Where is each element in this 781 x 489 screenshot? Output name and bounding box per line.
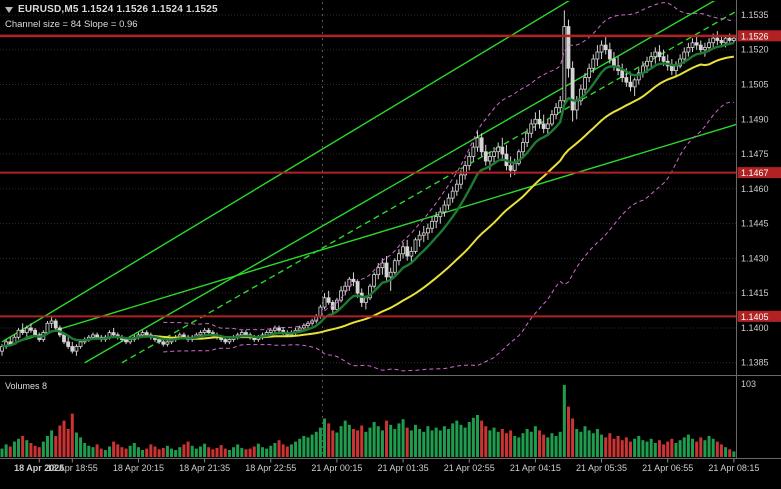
svg-text:1.1490: 1.1490 (741, 114, 769, 124)
volume-bars (0, 384, 736, 457)
symbol-menu-icon[interactable] (5, 6, 13, 13)
time-label: 21 Apr 05:35 (576, 463, 627, 473)
svg-text:1.1520: 1.1520 (741, 45, 769, 55)
time-label: 21 Apr 08:15 (708, 463, 759, 473)
chart-header: EURUSD,M5 1.1524 1.1526 1.1524 1.1525 Ch… (5, 4, 218, 30)
svg-text:1.1430: 1.1430 (741, 253, 769, 263)
time-label: 18 Apr 21:35 (179, 463, 230, 473)
svg-text:1.1400: 1.1400 (741, 323, 769, 333)
svg-text:1.1505: 1.1505 (741, 80, 769, 90)
svg-text:1.1385: 1.1385 (741, 358, 769, 368)
svg-text:1.1415: 1.1415 (741, 288, 769, 298)
volumes-label: Volumes 8 (5, 381, 47, 391)
time-label: 21 Apr 02:55 (444, 463, 495, 473)
svg-text:1.1535: 1.1535 (741, 10, 769, 20)
channel-line-upper (1, 1, 570, 343)
price-flag (737, 30, 781, 42)
price-flag (737, 167, 781, 179)
time-label: 18 Apr 18:55 (47, 463, 98, 473)
symbol-ohlc-title: EURUSD,M5 1.1524 1.1526 1.1524 1.1525 (18, 4, 218, 15)
price-grid (0, 14, 736, 364)
svg-text:1.1467: 1.1467 (741, 168, 769, 178)
time-label: 21 Apr 01:35 (378, 463, 429, 473)
time-label: 18 Apr 2025 (14, 463, 64, 473)
time-label: 18 Apr 22:55 (245, 463, 296, 473)
time-label: 21 Apr 04:15 (510, 463, 561, 473)
channel-line-lower (84, 1, 716, 364)
svg-text:1.1460: 1.1460 (741, 184, 769, 194)
bollinger-bands-lower (163, 101, 734, 372)
symbol-title-row: EURUSD,M5 1.1524 1.1526 1.1524 1.1525 (5, 4, 218, 15)
horizontal-level-lines (0, 34, 736, 318)
ma-slow-yellow (138, 55, 735, 340)
svg-text:1.1475: 1.1475 (741, 149, 769, 159)
time-label: 21 Apr 06:55 (642, 463, 693, 473)
price-axis: 1.1535 1.1520 1.1505 1.1490 1.1475 1.1460 1.14… (737, 10, 781, 368)
channel-info-label: Channel size = 84 Slope = 0.96 (5, 19, 138, 30)
price-flag (737, 310, 781, 322)
channel-line-flat (1, 123, 736, 348)
svg-text:1.1405: 1.1405 (741, 312, 769, 322)
svg-text:1.1445: 1.1445 (741, 219, 769, 229)
ma-fast-green (1, 41, 735, 348)
volume-scale-label: 103 (741, 379, 756, 389)
svg-text:1.1526: 1.1526 (741, 31, 769, 41)
bollinger-bands-upper (163, 2, 735, 331)
channel-line-dashed (121, 10, 736, 364)
candlesticks (0, 10, 736, 356)
time-label: 21 Apr 00:15 (311, 463, 362, 473)
time-label: 18 Apr 20:15 (113, 463, 164, 473)
trendlines (1, 1, 736, 364)
